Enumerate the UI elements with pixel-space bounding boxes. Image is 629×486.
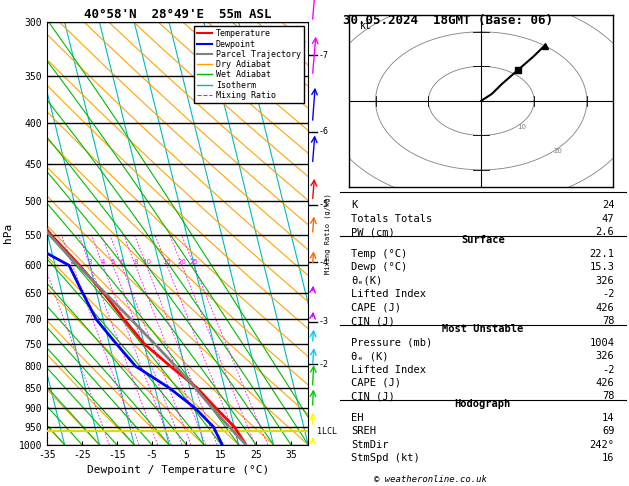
Text: 5: 5 xyxy=(111,260,115,265)
Text: 326: 326 xyxy=(596,276,615,286)
Text: 1004: 1004 xyxy=(589,338,615,347)
Text: CAPE (J): CAPE (J) xyxy=(351,303,401,312)
Text: EH: EH xyxy=(351,413,364,423)
Text: StmSpd (kt): StmSpd (kt) xyxy=(351,453,420,463)
Text: Mixing Ratio (g/kg): Mixing Ratio (g/kg) xyxy=(325,193,331,274)
Text: kt: kt xyxy=(360,21,371,32)
Text: -5: -5 xyxy=(318,200,328,209)
X-axis label: Dewpoint / Temperature (°C): Dewpoint / Temperature (°C) xyxy=(87,465,269,475)
Text: SREH: SREH xyxy=(351,426,376,436)
Text: 426: 426 xyxy=(596,378,615,388)
Text: 25: 25 xyxy=(189,260,198,265)
Text: 78: 78 xyxy=(602,316,615,326)
Text: 2.6: 2.6 xyxy=(596,227,615,237)
Text: 242°: 242° xyxy=(589,440,615,450)
Text: -2: -2 xyxy=(602,364,615,375)
Text: -2: -2 xyxy=(318,360,328,368)
Text: Lifted Index: Lifted Index xyxy=(351,289,426,299)
Legend: Temperature, Dewpoint, Parcel Trajectory, Dry Adiabat, Wet Adiabat, Isotherm, Mi: Temperature, Dewpoint, Parcel Trajectory… xyxy=(194,26,304,103)
Text: 1LCL: 1LCL xyxy=(316,427,337,435)
Text: Pressure (mb): Pressure (mb) xyxy=(351,338,432,347)
Text: 326: 326 xyxy=(596,351,615,361)
Text: 16: 16 xyxy=(602,453,615,463)
Text: Lifted Index: Lifted Index xyxy=(351,364,426,375)
Text: 20: 20 xyxy=(553,148,562,154)
Text: 8: 8 xyxy=(133,260,138,265)
Text: © weatheronline.co.uk: © weatheronline.co.uk xyxy=(374,474,487,484)
Text: CIN (J): CIN (J) xyxy=(351,316,395,326)
Text: PW (cm): PW (cm) xyxy=(351,227,395,237)
Text: 30.05.2024  18GMT (Base: 06): 30.05.2024 18GMT (Base: 06) xyxy=(343,14,553,27)
Y-axis label: hPa: hPa xyxy=(3,223,13,243)
Text: Most Unstable: Most Unstable xyxy=(442,324,523,334)
Text: CIN (J): CIN (J) xyxy=(351,391,395,401)
Text: 78: 78 xyxy=(602,391,615,401)
Text: θₑ(K): θₑ(K) xyxy=(351,276,382,286)
Text: 15: 15 xyxy=(162,260,171,265)
Text: 6: 6 xyxy=(120,260,124,265)
Text: 4: 4 xyxy=(101,260,105,265)
Text: 10: 10 xyxy=(517,124,526,130)
Text: -2: -2 xyxy=(602,289,615,299)
Text: 2: 2 xyxy=(70,260,75,265)
Text: -6: -6 xyxy=(318,127,328,136)
Text: 10: 10 xyxy=(142,260,151,265)
Text: Temp (°C): Temp (°C) xyxy=(351,249,408,259)
Text: Surface: Surface xyxy=(461,235,504,245)
Text: -7: -7 xyxy=(318,51,328,60)
Text: Totals Totals: Totals Totals xyxy=(351,214,432,224)
Text: Hodograph: Hodograph xyxy=(455,399,511,410)
Text: 426: 426 xyxy=(596,303,615,312)
Text: 20: 20 xyxy=(177,260,186,265)
Title: 40°58'N  28°49'E  55m ASL: 40°58'N 28°49'E 55m ASL xyxy=(84,8,272,21)
Text: 69: 69 xyxy=(602,426,615,436)
Text: StmDir: StmDir xyxy=(351,440,389,450)
Text: K: K xyxy=(351,200,357,210)
Text: 47: 47 xyxy=(602,214,615,224)
Text: CAPE (J): CAPE (J) xyxy=(351,378,401,388)
Text: θₑ (K): θₑ (K) xyxy=(351,351,389,361)
Text: 14: 14 xyxy=(602,413,615,423)
Text: -3: -3 xyxy=(318,317,328,327)
Text: Dewp (°C): Dewp (°C) xyxy=(351,262,408,272)
Text: -4: -4 xyxy=(318,258,328,267)
Text: 22.1: 22.1 xyxy=(589,249,615,259)
Text: 3: 3 xyxy=(88,260,92,265)
Text: 15.3: 15.3 xyxy=(589,262,615,272)
Text: 24: 24 xyxy=(602,200,615,210)
